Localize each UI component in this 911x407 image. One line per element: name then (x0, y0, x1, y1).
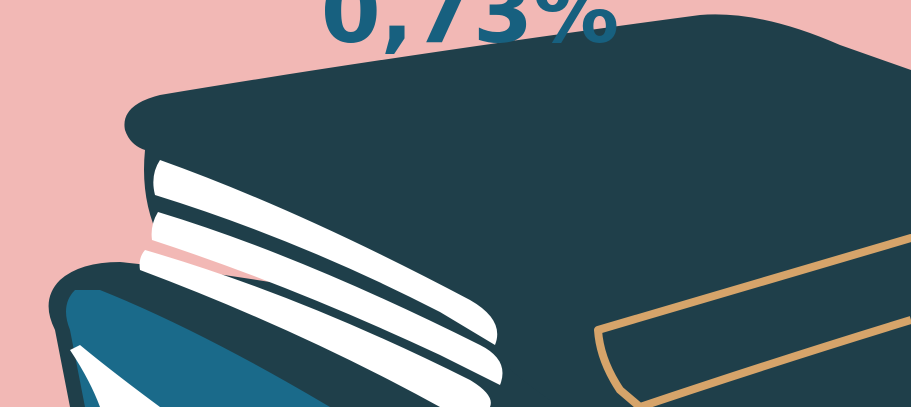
gold-trim (638, 316, 911, 407)
page-stripe (153, 160, 498, 345)
page-stripe (139, 250, 491, 407)
lower-book-cover (66, 290, 330, 407)
page-stripe (151, 212, 503, 385)
gold-trim (594, 234, 911, 407)
lower-book-pages (70, 345, 160, 407)
top-book-cover (124, 14, 911, 407)
headline: 0,73% (321, 0, 619, 63)
